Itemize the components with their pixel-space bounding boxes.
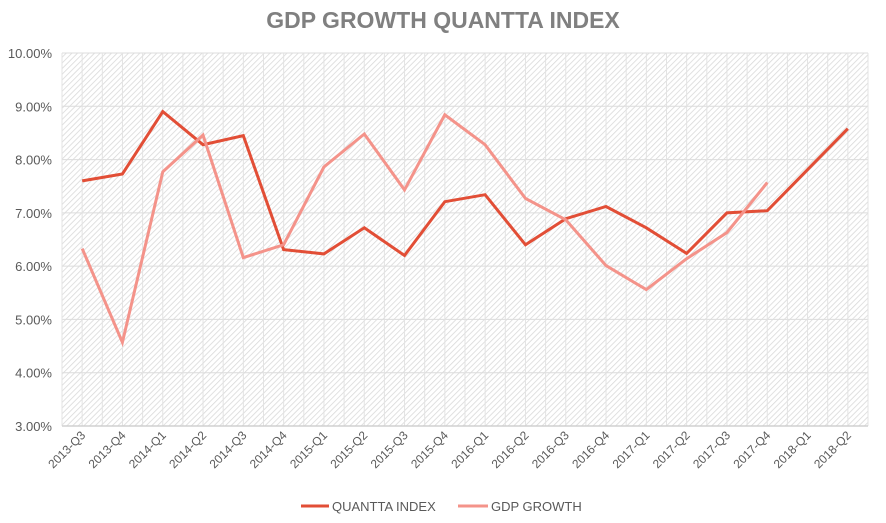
legend: QUANTTA INDEX GDP GROWTH <box>301 499 582 514</box>
x-tick-label: 2018-Q1 <box>771 428 814 471</box>
x-tick-label: 2016-Q2 <box>489 428 532 471</box>
x-tick-label: 2014-Q3 <box>207 428 250 471</box>
gridlines <box>61 52 869 427</box>
y-tick-label: 9.00% <box>15 99 52 114</box>
series-line-gdp-growth <box>80 112 769 348</box>
legend-item-quantta-index[interactable]: QUANTTA INDEX <box>301 499 436 514</box>
x-tick-label: 2017-Q3 <box>690 428 733 471</box>
y-axis: 3.00% 4.00% 5.00% 6.00% 7.00% 8.00% 9.00% 10.00… <box>8 46 53 434</box>
y-tick-label: 3.00% <box>15 419 52 434</box>
x-tick-label: 2013-Q3 <box>45 428 88 471</box>
series-line-quantta-index <box>81 109 849 258</box>
x-tick-label: 2017-Q2 <box>650 428 693 471</box>
y-tick-label: 7.00% <box>15 206 52 221</box>
legend-item-gdp-growth[interactable]: GDP GROWTH <box>458 499 582 514</box>
legend-label-quantta-index: QUANTTA INDEX <box>332 499 436 514</box>
x-tick-label: 2013-Q4 <box>86 428 129 471</box>
y-tick-label: 10.00% <box>8 46 53 61</box>
x-tick-label: 2014-Q1 <box>126 428 169 471</box>
x-axis: 2013-Q32013-Q42014-Q12014-Q22014-Q32014-… <box>45 428 854 471</box>
x-tick-label: 2016-Q3 <box>529 428 572 471</box>
y-tick-label: 8.00% <box>15 153 52 168</box>
y-tick-label: 4.00% <box>15 366 52 381</box>
y-tick-label: 5.00% <box>15 312 52 327</box>
x-tick-label: 2014-Q2 <box>166 428 209 471</box>
x-tick-label: 2016-Q4 <box>569 428 612 471</box>
x-tick-label: 2018-Q2 <box>811 428 854 471</box>
x-tick-label: 2017-Q4 <box>730 428 773 471</box>
legend-label-gdp-growth: GDP GROWTH <box>491 499 582 514</box>
y-tick-label: 6.00% <box>15 259 52 274</box>
series-lines <box>80 109 849 348</box>
x-tick-label: 2014-Q4 <box>247 428 290 471</box>
x-tick-label: 2015-Q2 <box>327 428 370 471</box>
x-tick-label: 2015-Q1 <box>287 428 330 471</box>
x-tick-label: 2016-Q1 <box>448 428 491 471</box>
x-tick-label: 2015-Q3 <box>368 428 411 471</box>
x-tick-label: 2017-Q1 <box>610 428 653 471</box>
x-tick-label: 2015-Q4 <box>408 428 451 471</box>
chart-title: GDP GROWTH QUANTTA INDEX <box>266 7 620 33</box>
